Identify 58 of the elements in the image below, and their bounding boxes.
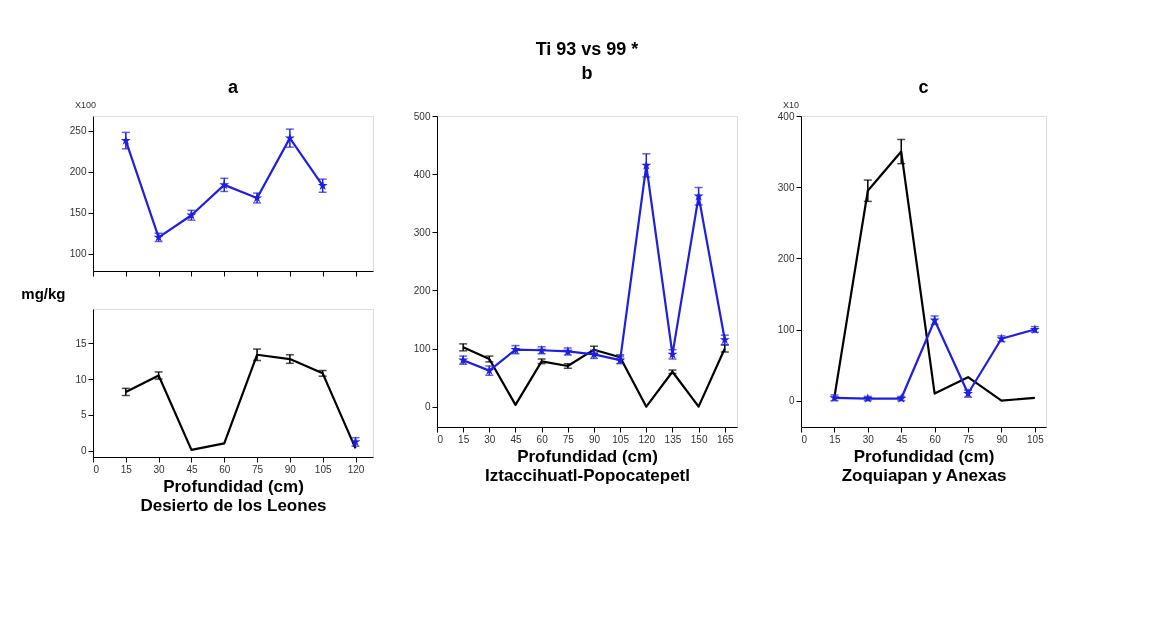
x-tick-label: 60 <box>219 463 231 475</box>
y-tick-label: 0 <box>424 401 431 413</box>
x-tick-label: 30 <box>153 463 166 475</box>
chart-subtitle: a <box>227 77 239 97</box>
y-tick-label: 0 <box>80 445 87 457</box>
x-tick-label: 90 <box>284 463 297 475</box>
x-tick-label: 45 <box>896 433 908 445</box>
x-tick-label: 105 <box>612 433 630 445</box>
y-axis-title: mg/kg <box>21 284 66 302</box>
x-tick-label: 90 <box>588 433 601 445</box>
x-tick-label: 0 <box>93 463 100 475</box>
y-tick-label: 10 <box>75 373 87 385</box>
x-tick-label: 165 <box>716 433 735 445</box>
y-tick-label: 5 <box>80 409 87 421</box>
x-tick-label: 120 <box>638 433 656 445</box>
x-tick-label: 45 <box>186 463 198 475</box>
x-tick-label: 75 <box>252 463 264 475</box>
x-tick-label: 0 <box>801 433 808 445</box>
x-tick-label: 120 <box>347 463 365 475</box>
y-tick-label: 150 <box>69 207 87 219</box>
x-tick-label: 60 <box>536 433 549 445</box>
y-tick-label: 100 <box>69 248 87 260</box>
x-tick-label: 15 <box>458 433 470 445</box>
x-tick-label: 90 <box>996 433 1008 445</box>
y-tick-label: 15 <box>75 337 87 349</box>
y-tick-label: 200 <box>69 166 87 178</box>
x-tick-label: 30 <box>484 433 496 445</box>
y-tick-label: 200 <box>777 252 795 264</box>
x-tick-label: 150 <box>690 433 708 445</box>
x-axis-title: Profundidad (cm) Desierto de los Leones <box>140 476 327 515</box>
text: X100 <box>75 100 97 110</box>
y-tick-label: 300 <box>777 181 795 193</box>
y-tick-label: 100 <box>413 343 431 355</box>
x-tick-label: 30 <box>862 433 875 445</box>
x-tick-label: 15 <box>120 463 133 475</box>
chart-subtitle: c <box>918 77 929 97</box>
x-tick-label: 105 <box>1027 433 1045 445</box>
x-tick-label: 135 <box>664 433 682 445</box>
y-tick-label: 200 <box>413 284 431 296</box>
y-tick-label: 400 <box>413 168 431 180</box>
chart-subtitle: b <box>581 63 593 83</box>
y-tick-label: 100 <box>777 324 795 335</box>
y-tick-label: 0 <box>788 395 795 407</box>
y-tick-label: 500 <box>413 110 431 122</box>
x-tick-label: 45 <box>510 433 522 445</box>
x-axis-title: Profundidad (cm) Iztaccihuatl-Popocatepetl <box>485 446 690 485</box>
x-tick-label: 75 <box>562 433 575 445</box>
y-tick-label: 300 <box>413 226 431 238</box>
y-tick-label: 250 <box>69 125 87 137</box>
x-tick-label: 105 <box>314 463 332 475</box>
x-axis-title: Profundidad (cm) Zoquiapan y Anexas <box>841 446 1007 485</box>
text: X10 <box>783 100 800 110</box>
x-tick-label: 0 <box>437 433 444 445</box>
y-tick-label: 400 <box>777 110 795 122</box>
chart-title: Ti 93 vs 99 * <box>535 39 639 59</box>
x-tick-label: 75 <box>962 433 975 445</box>
x-tick-label: 60 <box>929 433 942 445</box>
x-tick-label: 15 <box>829 433 841 445</box>
